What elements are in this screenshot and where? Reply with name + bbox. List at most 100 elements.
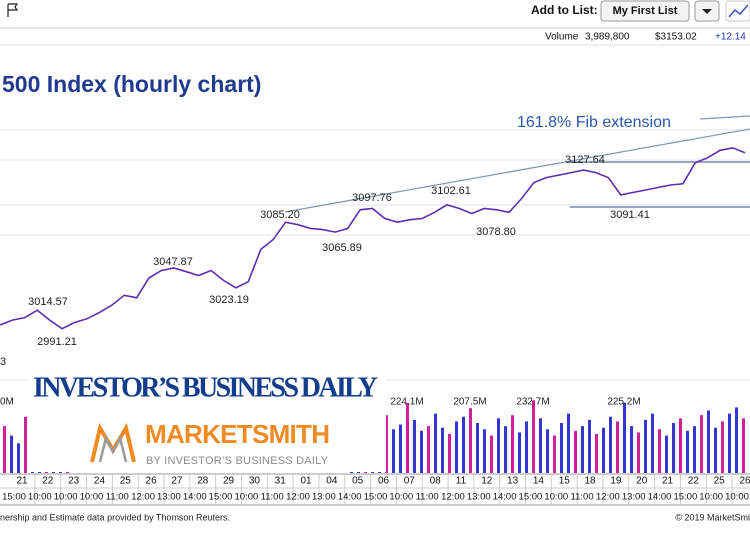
logo-marketsmith: MARKETSMITH <box>145 419 330 449</box>
add-to-list-label: Add to List: <box>531 3 598 17</box>
volume-bar <box>609 416 612 473</box>
price-label: 3102.61 <box>431 185 471 197</box>
date-label: 29 <box>223 476 235 487</box>
date-label: 13 <box>507 476 519 487</box>
date-label: 31 <box>275 476 287 487</box>
time-label: 13:00 <box>622 492 646 503</box>
volume-bar <box>623 402 626 473</box>
time-label: 15:00 <box>2 492 26 503</box>
volume-bar <box>721 421 724 473</box>
price-label: 3091.41 <box>610 209 650 221</box>
volume-bar <box>637 432 640 473</box>
footer-copyright: © 2019 MarketSmi <box>675 512 750 522</box>
volume-bar <box>511 415 514 473</box>
volume-bar <box>462 416 465 473</box>
price-label: 3127.64 <box>565 154 605 166</box>
chart-icon <box>728 4 749 18</box>
volume-bar <box>553 435 556 473</box>
price-label: 3097.76 <box>352 192 392 204</box>
date-axis <box>0 473 750 506</box>
volume-bar <box>665 435 668 473</box>
volume-bar <box>707 410 710 473</box>
logo-mark <box>98 434 128 463</box>
time-label: 14:00 <box>648 492 672 503</box>
date-label: 19 <box>610 476 622 487</box>
volume-bar <box>24 416 27 473</box>
time-label: 15:00 <box>364 492 388 503</box>
fib-pointer <box>699 115 750 120</box>
fib-annotation: 161.8% Fib extension <box>517 114 671 131</box>
volume-bar <box>539 418 542 473</box>
time-label: 10:00 <box>699 492 723 503</box>
date-label: 30 <box>249 476 261 487</box>
price-change: +12.14 <box>715 32 746 43</box>
volume-bar <box>406 402 409 473</box>
volume-bar <box>651 413 654 473</box>
volume-bar <box>560 423 563 473</box>
volume-bar <box>693 426 696 473</box>
date-label: 08 <box>430 476 442 487</box>
volume-bar <box>441 427 444 473</box>
time-label: 10:00 <box>54 492 78 503</box>
flag-icon[interactable] <box>7 3 19 17</box>
time-label: 10:00 <box>28 492 52 503</box>
plot: 3014.57 2991.21 3047.87 3023.19 3085.20 3065.… <box>0 146 746 473</box>
volume-bar <box>616 421 619 473</box>
volume-bar <box>504 426 507 473</box>
volume-value: 3,989,800 <box>585 32 630 43</box>
date-label: 04 <box>326 476 338 487</box>
chart-title: 500 Index (hourly chart) <box>2 71 261 97</box>
dropdown-arrow <box>702 9 712 14</box>
volume-bar <box>490 435 493 473</box>
time-label: 14:00 <box>338 492 362 503</box>
time-label: 10:00 <box>544 492 568 503</box>
date-label: 22 <box>42 476 54 487</box>
time-label: 13:00 <box>312 492 336 503</box>
volume-bar <box>672 423 675 473</box>
volume-label: 207.5M <box>453 397 486 408</box>
logo-ibd: INVESTOR’S BUSINESS DAILY <box>33 372 378 403</box>
time-label: 13:00 <box>467 492 491 503</box>
volume-bar <box>476 423 479 473</box>
volume-bar <box>434 413 437 473</box>
list-button[interactable] <box>600 0 690 22</box>
time-label: 10:00 <box>235 492 259 503</box>
axis-labels: 21 22 23 24 25 26 27 28 29 30 31 01 04 05 06 07 08 11 12 13… <box>2 474 750 505</box>
time-label: 12:00 <box>131 492 155 503</box>
date-label: 22 <box>688 476 700 487</box>
grid <box>0 129 750 381</box>
price-label: 3014.57 <box>28 296 68 308</box>
volume-bar <box>483 429 486 473</box>
volume-bar <box>686 430 689 473</box>
volume-bar <box>644 419 647 473</box>
price-line <box>0 146 746 330</box>
volume-bar <box>700 415 703 473</box>
time-label: 10:00 <box>80 492 104 503</box>
volume-bar <box>469 408 472 473</box>
price-label: 3085.20 <box>260 209 300 221</box>
date-label: 05 <box>352 476 364 487</box>
chart-icon-button[interactable] <box>725 0 750 22</box>
date-label: 11 <box>456 476 467 487</box>
time-label: 11:00 <box>571 492 594 503</box>
volume-bar <box>567 413 570 473</box>
list-name[interactable]: My First List <box>613 5 678 17</box>
date-label: 24 <box>94 476 106 487</box>
fib-trendline <box>284 128 750 213</box>
date-label: 14 <box>533 476 545 487</box>
volume-bar <box>581 426 584 473</box>
time-label: 12:00 <box>286 492 310 503</box>
volume-bar <box>602 427 605 473</box>
price-label: 3078.80 <box>476 226 516 238</box>
time-label: 15:00 <box>209 492 233 503</box>
volume-bar <box>735 407 738 473</box>
date-label: 07 <box>404 476 416 487</box>
date-label: 25 <box>714 476 726 487</box>
volume-bar <box>742 418 745 473</box>
volume-bar <box>728 413 731 473</box>
volume-bar <box>427 426 430 473</box>
volume-label: 225.2M <box>607 397 640 408</box>
partial-volume-label: 0M <box>0 397 14 408</box>
